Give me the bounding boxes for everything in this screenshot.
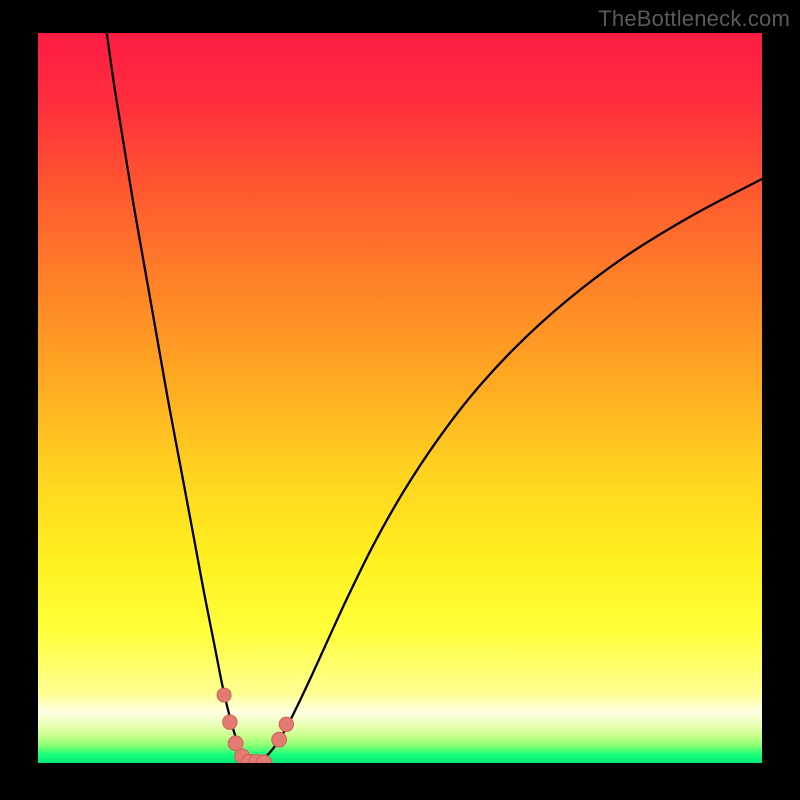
bottleneck-curve-chart bbox=[0, 0, 800, 800]
data-marker bbox=[223, 715, 237, 729]
data-marker bbox=[217, 688, 231, 702]
data-marker bbox=[279, 717, 293, 731]
chart-container: TheBottleneck.com bbox=[0, 0, 800, 800]
watermark-label: TheBottleneck.com bbox=[598, 6, 790, 32]
data-marker bbox=[256, 755, 272, 771]
plot-background bbox=[38, 33, 762, 763]
data-marker bbox=[272, 732, 287, 747]
